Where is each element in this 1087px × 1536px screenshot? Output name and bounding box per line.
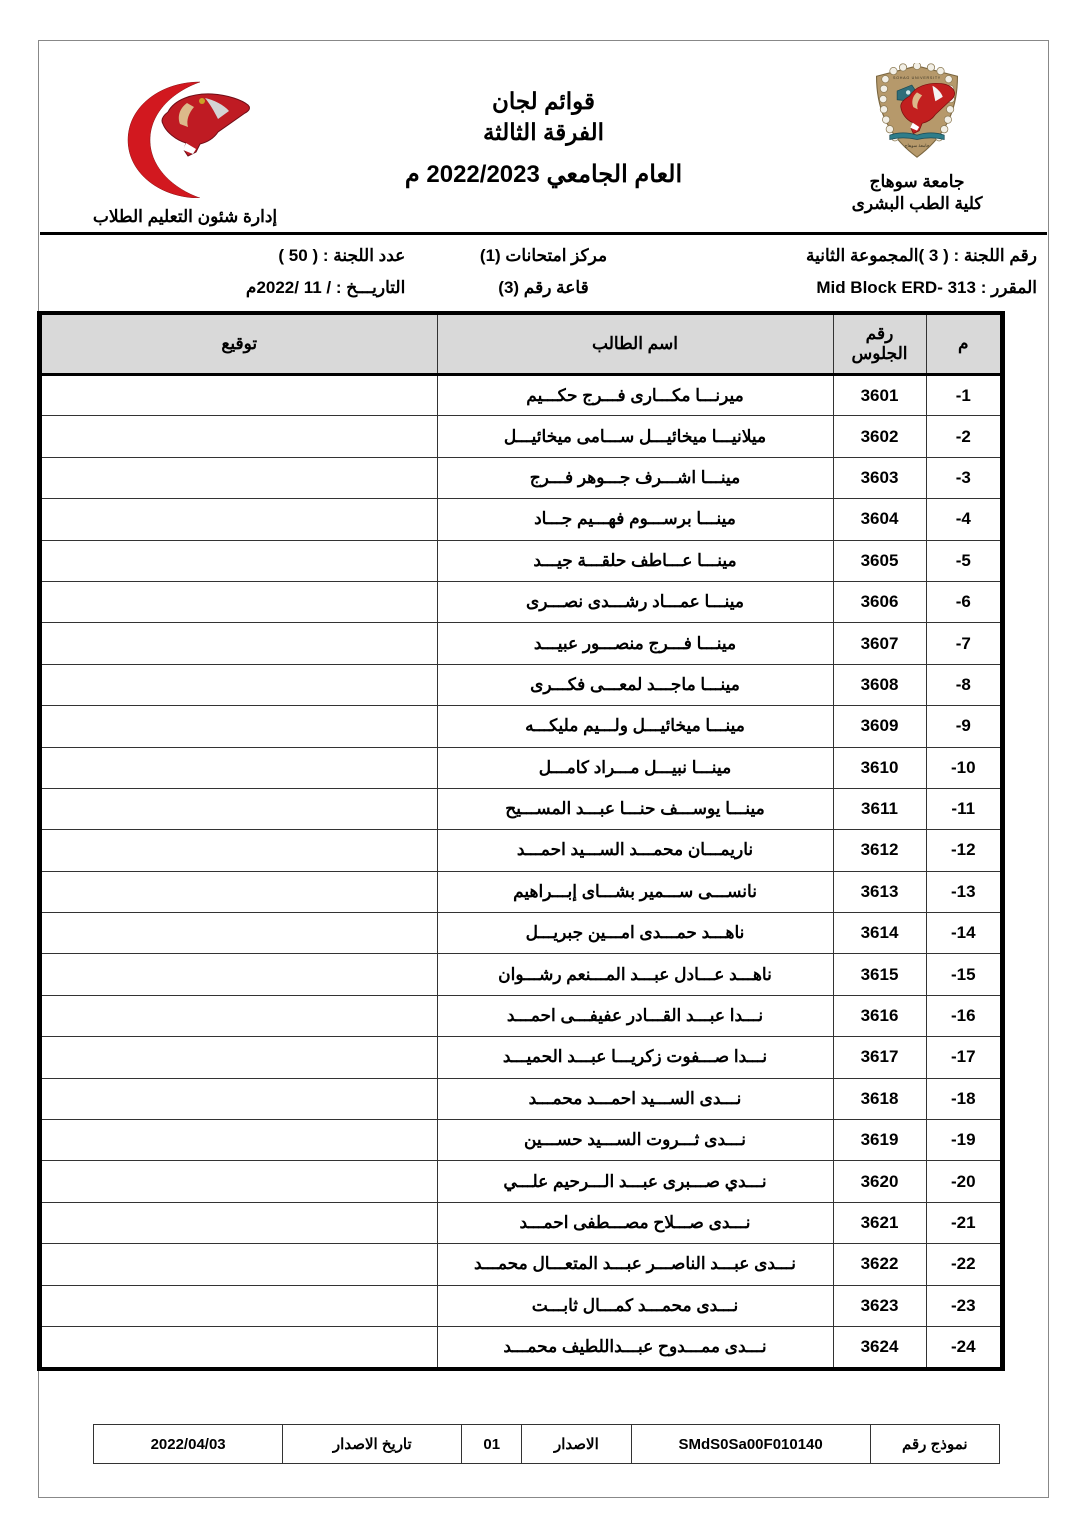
svg-text:SOHAG UNIVERSITY: SOHAG UNIVERSITY	[893, 76, 941, 80]
svg-text:جامعة سوهاج: جامعة سوهاج	[905, 143, 930, 148]
